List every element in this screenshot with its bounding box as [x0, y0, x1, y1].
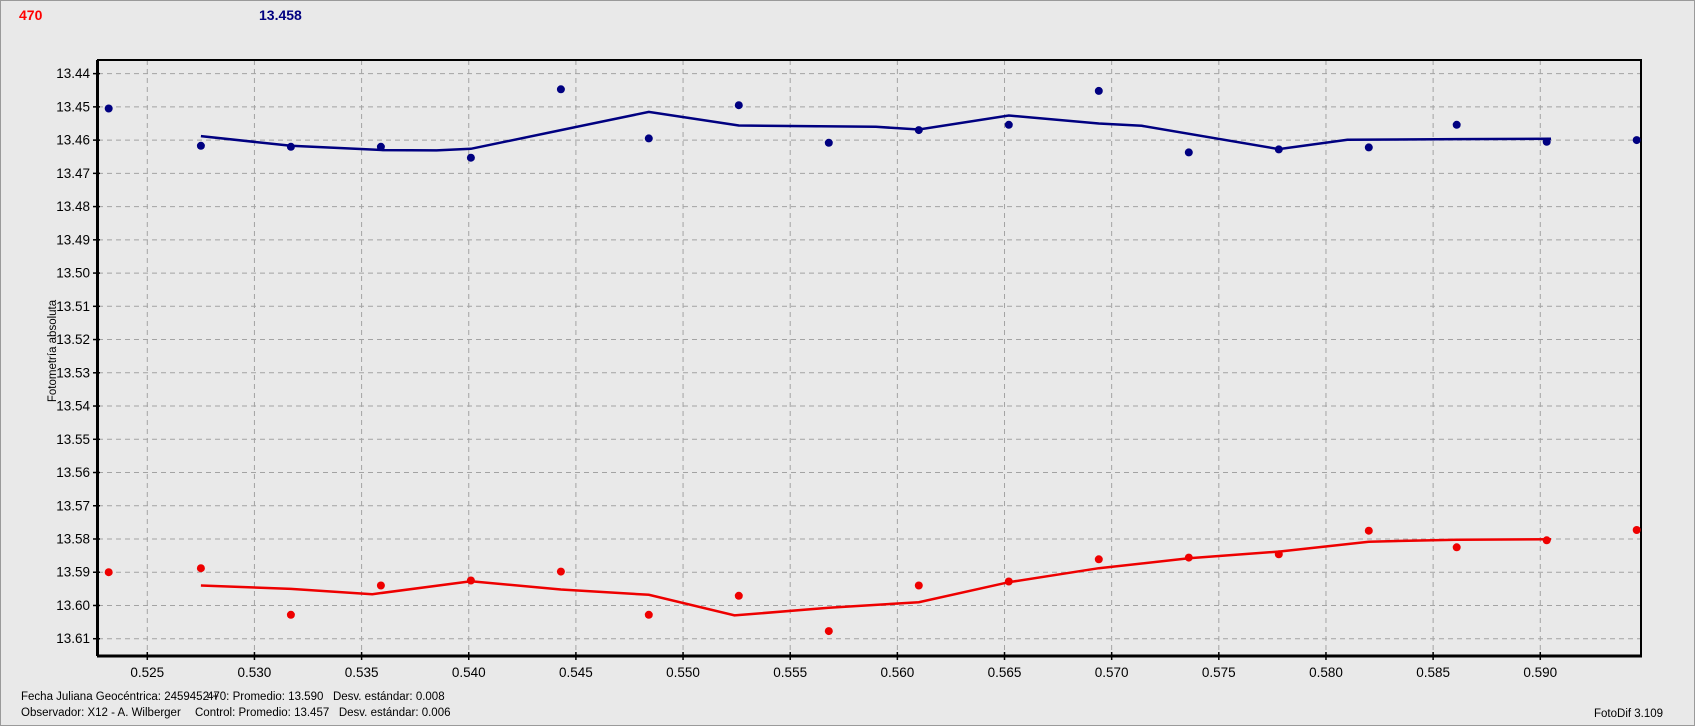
julian-date-label: Fecha Juliana Geocéntrica: 2459452 + [21, 691, 219, 703]
data-point-control [1632, 136, 1641, 145]
data-point-470 [104, 568, 113, 577]
x-tick-label: 0.545 [559, 665, 593, 680]
x-tick-label: 0.525 [130, 665, 164, 680]
data-point-control [376, 142, 385, 151]
data-point-470 [1364, 526, 1373, 535]
target-stats-label: 470: Promedio: 13.590 Desv. estándar: 0.… [207, 691, 445, 703]
data-point-470 [1542, 536, 1551, 545]
control-stats-label: Control: Promedio: 13.457 Desv. estándar… [195, 707, 451, 719]
x-tick-label: 0.540 [452, 665, 486, 680]
plot-border [97, 59, 1642, 657]
y-tick-label: 13.58 [56, 531, 90, 546]
y-tick-label: 13.47 [56, 166, 90, 181]
y-tick-label: 13.44 [56, 66, 90, 81]
data-point-470 [1452, 543, 1461, 552]
y-axis-title: Fotometría absoluta [47, 299, 59, 403]
data-point-control [1094, 86, 1103, 95]
x-tick-label: 0.550 [666, 665, 700, 680]
data-point-470 [1094, 555, 1103, 564]
data-point-470 [466, 576, 475, 585]
data-point-470 [556, 567, 565, 576]
data-point-470 [1632, 526, 1641, 534]
data-point-control [104, 104, 113, 113]
y-tick-label: 13.49 [56, 232, 90, 247]
data-point-470 [196, 564, 205, 573]
data-point-470 [644, 610, 653, 619]
data-point-control [914, 126, 923, 135]
x-tick-label: 0.585 [1416, 665, 1450, 680]
data-point-470 [914, 581, 923, 590]
y-tick-label: 13.53 [56, 365, 90, 380]
observer-label: Observador: X12 - A. Wilberger [21, 707, 181, 719]
control-magnitude-label: 13.458 [259, 7, 302, 23]
target-id-label: 470 [19, 7, 43, 23]
y-tick-label: 13.61 [56, 631, 90, 646]
trend-line-470 [200, 538, 1552, 617]
data-point-470 [734, 591, 743, 600]
data-point-control [734, 101, 743, 110]
y-tick-label: 13.59 [56, 565, 90, 580]
data-point-control [1274, 145, 1283, 154]
data-point-control [1542, 137, 1551, 146]
x-tick-label: 0.535 [345, 665, 379, 680]
data-point-control [556, 85, 565, 94]
y-tick-label: 13.46 [56, 133, 90, 148]
x-tick-label: 0.530 [238, 665, 272, 680]
x-tick-label: 0.570 [1095, 665, 1129, 680]
y-tick-label: 13.45 [56, 99, 90, 114]
trend-line-control [200, 110, 1552, 152]
x-tick-label: 0.560 [880, 665, 914, 680]
data-point-470 [376, 581, 385, 590]
data-point-control [824, 138, 833, 147]
data-point-470 [1004, 577, 1013, 586]
data-point-470 [286, 610, 295, 619]
data-point-control [1364, 143, 1373, 152]
data-point-470 [1274, 550, 1283, 559]
data-point-control [196, 141, 205, 150]
y-tick-label: 13.57 [56, 498, 90, 513]
data-point-control [466, 153, 475, 162]
y-tick-label: 13.52 [56, 332, 90, 347]
x-tick-label: 0.575 [1202, 665, 1236, 680]
data-point-control [644, 134, 653, 143]
data-point-control [1184, 148, 1193, 157]
y-tick-label: 13.48 [56, 199, 90, 214]
y-tick-label: 13.54 [56, 399, 90, 414]
data-point-470 [1184, 553, 1193, 562]
x-tick-label: 0.580 [1309, 665, 1343, 680]
y-tick-label: 13.60 [56, 598, 90, 613]
data-point-control [1452, 120, 1461, 129]
y-tick-label: 13.50 [56, 266, 90, 281]
data-point-470 [824, 627, 833, 636]
app-version-label: FotoDif 3.109 [1594, 708, 1664, 720]
y-tick-label: 13.51 [56, 299, 90, 314]
data-point-control [1004, 120, 1013, 129]
x-tick-label: 0.565 [988, 665, 1022, 680]
data-point-control [286, 142, 295, 151]
x-tick-label: 0.590 [1523, 665, 1557, 680]
y-tick-label: 13.55 [56, 432, 90, 447]
x-tick-label: 0.555 [773, 665, 807, 680]
y-tick-label: 13.56 [56, 465, 90, 480]
